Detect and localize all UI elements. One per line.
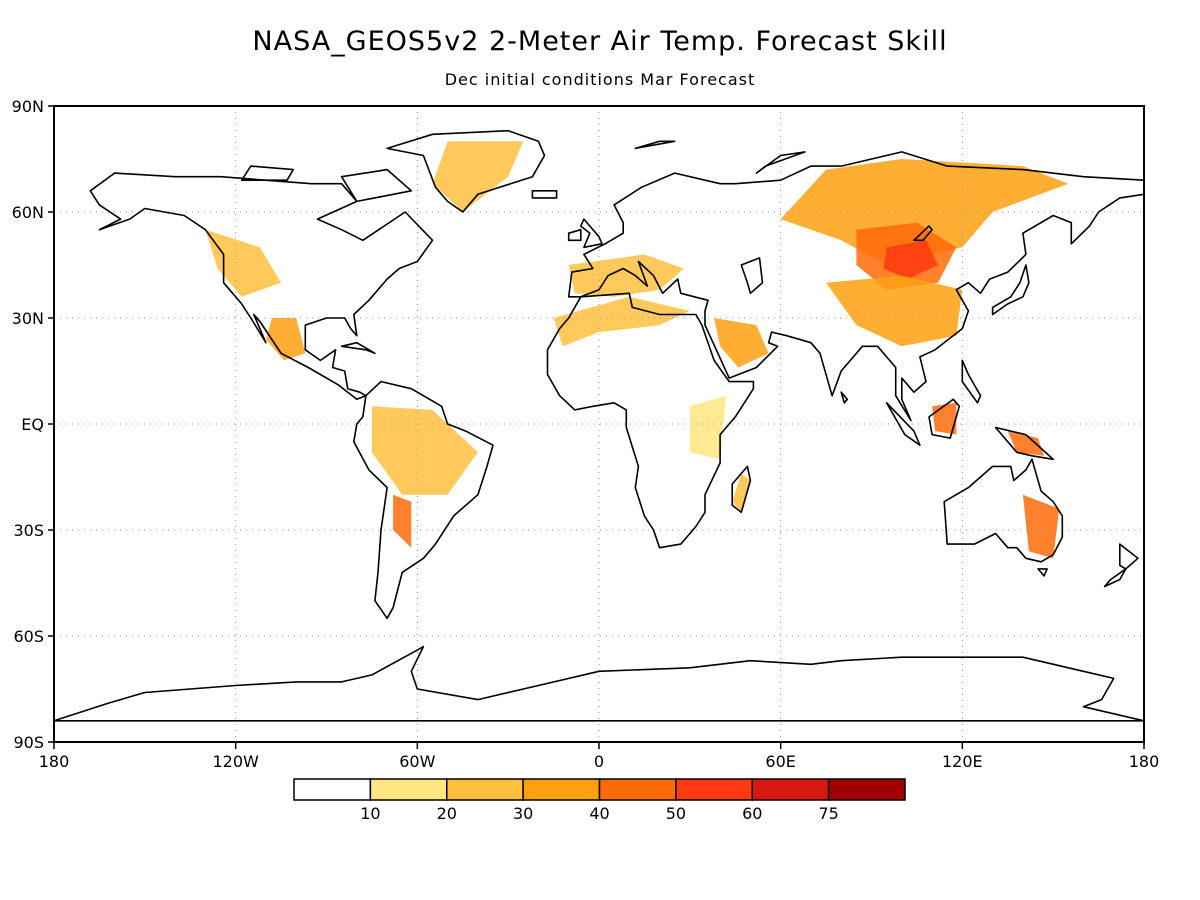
map-subtitle: Dec initial conditions Mar Forecast — [444, 70, 756, 89]
skill-region-china — [826, 275, 963, 347]
coastline-novaya-zemlya — [755, 151, 806, 174]
coastline-africa — [546, 292, 755, 549]
coastline-tasmania — [1037, 568, 1048, 577]
colorbar-swatch — [827, 778, 906, 801]
lon-tick-label: 120W — [212, 752, 259, 771]
lon-tick-label: 0 — [594, 752, 604, 771]
coastline-iceland — [531, 190, 558, 199]
lon-tick-label: 180 — [1129, 752, 1160, 771]
coastline-new-zealand — [1119, 543, 1139, 570]
skill-region-eastern-australia — [1022, 494, 1060, 559]
colorbar-swatch — [751, 778, 830, 801]
coastline-caspian-sea — [740, 257, 764, 295]
skill-region-new-guinea — [1007, 431, 1045, 456]
skill-region-arabia — [714, 318, 769, 368]
colorbar-swatch — [675, 778, 753, 801]
colorbar-label: 50 — [666, 804, 686, 823]
skill-region-europe — [568, 254, 684, 297]
coastline-victoria-island — [240, 165, 295, 181]
colorbar-label: 40 — [589, 804, 609, 823]
skill-region-north-africa-coast — [553, 296, 690, 347]
skill-region-east-africa — [689, 395, 727, 460]
coastline-antarctica — [53, 645, 1145, 722]
colorbar-label: 10 — [360, 804, 380, 823]
coastline-sumatra — [885, 401, 921, 447]
coastline-south-america — [352, 380, 494, 620]
coastline-japan — [991, 264, 1030, 316]
colorbar-swatch — [446, 778, 524, 801]
lat-tick-label: 60N — [12, 203, 44, 222]
map-title: NASA_GEOS5v2 2-Meter Air Temp. Forecast … — [252, 26, 948, 57]
colorbar-label: 30 — [513, 804, 533, 823]
coastline-sri-lanka — [840, 391, 849, 404]
coastline-great-britain — [579, 218, 603, 249]
lat-tick-label: 30S — [13, 521, 44, 540]
coastline-philippines — [961, 359, 982, 404]
skill-region-greenland — [432, 141, 524, 212]
coastline-lake-baikal — [913, 225, 933, 242]
coastline-new-guinea — [994, 426, 1054, 461]
coastline-madagascar — [731, 465, 752, 514]
skill-region-western-north-america — [205, 229, 282, 297]
coastline-borneo — [928, 398, 961, 439]
lon-tick-label: 60W — [399, 752, 435, 771]
coastline-layer — [53, 129, 1145, 722]
coastline-ireland — [567, 228, 582, 242]
coastline-baffin-island — [340, 168, 413, 203]
coastline-north-america — [89, 172, 434, 401]
colorbar-label: 20 — [437, 804, 457, 823]
coastline-greenland — [386, 129, 546, 213]
lon-tick-label: 60E — [765, 752, 795, 771]
lat-tick-label: 90S — [13, 733, 44, 752]
lat-tick-label: EQ — [21, 415, 44, 434]
lat-tick-label: 30N — [12, 309, 44, 328]
skill-region-madagascar — [732, 473, 751, 513]
lon-tick-label: 120E — [942, 752, 983, 771]
skill-region-mongolia-core — [883, 240, 939, 280]
grid-lines — [54, 106, 1144, 742]
colorbar-swatch — [598, 778, 677, 801]
colorbar-swatch — [522, 778, 601, 801]
axis-ticks: 180 120W 60W 0 60E 120E 180 90N 60N 30N EQ 30S 60S 90… — [12, 97, 1160, 771]
lat-tick-label: 60S — [13, 627, 44, 646]
lon-tick-label: 180 — [39, 752, 70, 771]
skill-region-amazon — [371, 406, 478, 495]
colorbar-label: 60 — [742, 804, 762, 823]
skill-region-argentina — [393, 494, 412, 548]
colorbar-label: 75 — [818, 804, 838, 823]
coastline-south-island-nz — [1103, 568, 1127, 588]
skill-region-mexico — [265, 318, 306, 361]
coastline-svalbard — [634, 140, 676, 150]
colorbar: 10 20 30 40 50 60 75 — [293, 778, 906, 823]
colorbar-swatch — [293, 778, 372, 801]
coastline-cuba — [340, 341, 376, 355]
coastline-eurasia — [567, 151, 1145, 422]
colorbar-swatch — [369, 778, 448, 801]
coastline-australia — [943, 458, 1064, 563]
lat-tick-label: 90N — [12, 97, 44, 116]
